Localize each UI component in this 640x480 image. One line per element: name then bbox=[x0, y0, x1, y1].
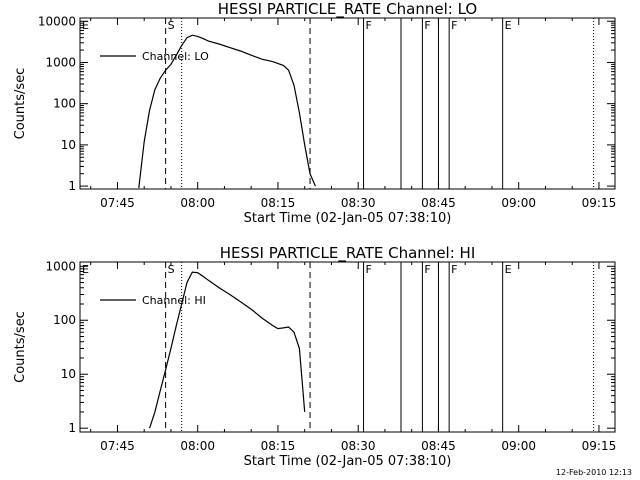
x-tick-label: 09:00 bbox=[501, 196, 536, 210]
x-tick-label: 08:15 bbox=[261, 439, 296, 453]
x-tick-label: 09:00 bbox=[501, 439, 536, 453]
y-tick-label: 100 bbox=[53, 313, 76, 327]
x-tick-label: 08:30 bbox=[341, 196, 376, 210]
y-tick-label: 10 bbox=[61, 367, 76, 381]
event-marker-label: E bbox=[505, 263, 512, 276]
y-tick-label: 1000 bbox=[45, 55, 76, 69]
legend-label: Channel: HI bbox=[142, 294, 206, 307]
series-line bbox=[149, 271, 306, 429]
chart-title: HESSI PARTICLE_RATE Channel: LO bbox=[218, 0, 477, 19]
chart-title: HESSI PARTICLE_RATE Channel: HI bbox=[220, 244, 476, 263]
y-axis-label: Counts/sec bbox=[13, 311, 28, 383]
event-marker-label: F bbox=[424, 19, 430, 32]
y-tick-label: 1 bbox=[68, 179, 76, 193]
y-tick-label: 10000 bbox=[38, 14, 76, 28]
x-axis-label: Start Time (02-Jan-05 07:38:10) bbox=[244, 211, 452, 226]
y-tick-label: 100 bbox=[53, 97, 76, 111]
y-axis-label: Counts/sec bbox=[13, 68, 28, 140]
x-tick-label: 08:45 bbox=[421, 196, 456, 210]
x-tick-label: 08:45 bbox=[421, 439, 456, 453]
x-tick-label: 08:30 bbox=[341, 439, 376, 453]
x-tick-label: 08:15 bbox=[261, 196, 296, 210]
x-axis-label: Start Time (02-Jan-05 07:38:10) bbox=[244, 454, 452, 469]
event-marker-label: F bbox=[366, 263, 372, 276]
x-tick-label: 09:15 bbox=[582, 196, 617, 210]
event-marker-label: E bbox=[82, 263, 89, 276]
event-marker-label: S bbox=[168, 19, 175, 32]
event-marker-label: S bbox=[168, 263, 175, 276]
footer-timestamp: 12-Feb-2010 12:13 bbox=[555, 468, 632, 477]
event-marker-label: F bbox=[451, 263, 457, 276]
x-tick-label: 09:15 bbox=[582, 439, 617, 453]
y-tick-label: 10 bbox=[61, 138, 76, 152]
plot-frame bbox=[79, 261, 616, 433]
y-tick-label: 1 bbox=[68, 421, 76, 435]
x-tick-label: 08:00 bbox=[180, 439, 215, 453]
y-tick-label: 1000 bbox=[45, 259, 76, 273]
event-marker-label: E bbox=[505, 19, 512, 32]
legend-label: Channel: LO bbox=[142, 50, 209, 63]
x-tick-label: 08:00 bbox=[180, 196, 215, 210]
x-tick-label: 07:45 bbox=[100, 196, 135, 210]
x-tick-label: 07:45 bbox=[100, 439, 135, 453]
event-marker-label: E bbox=[82, 19, 89, 32]
event-marker-label: F bbox=[424, 263, 430, 276]
event-marker-label: F bbox=[451, 19, 457, 32]
event-marker-label: F bbox=[366, 19, 372, 32]
plot-frame bbox=[79, 17, 616, 190]
series-line bbox=[138, 34, 316, 189]
